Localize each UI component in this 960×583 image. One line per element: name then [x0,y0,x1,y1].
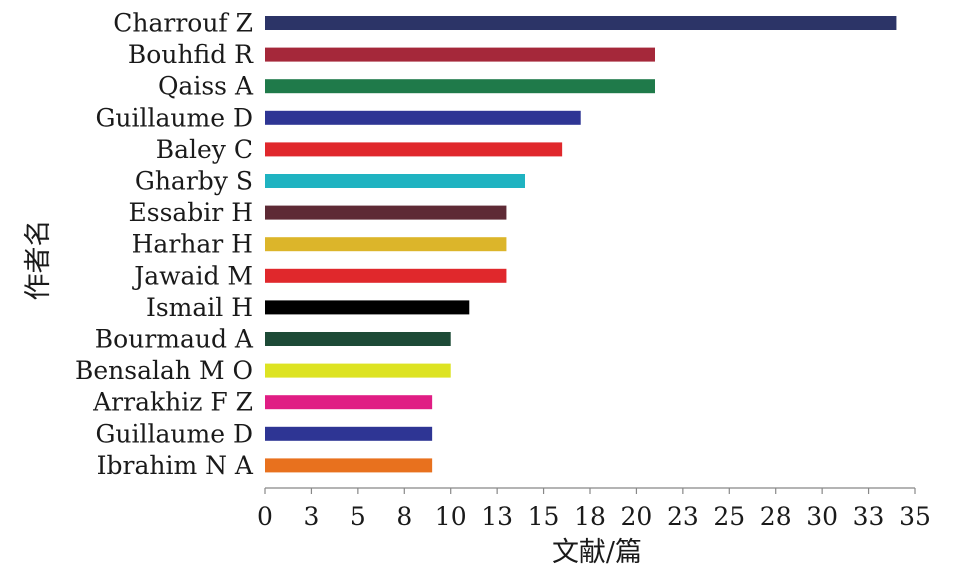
x-tick-label-2: 5 [350,502,366,531]
x-tick-label-6: 15 [528,502,560,531]
bar-2 [265,79,655,94]
bar-11 [265,363,451,378]
x-tick-label-9: 23 [667,502,699,531]
category-label-6: Essabir H [128,198,253,227]
bar-3 [265,110,581,125]
bar-8 [265,268,507,283]
x-tick-label-5: 13 [481,502,513,531]
category-label-9: Ismail H [146,293,253,322]
bar-5 [265,174,525,188]
x-tick-label-4: 10 [435,502,467,531]
x-tick-label-13: 33 [853,502,885,531]
x-tick-label-12: 30 [806,502,838,531]
bar-1 [265,47,655,62]
category-label-8: Jawaid M [131,261,253,290]
category-label-5: Gharby S [135,167,253,196]
x-tick-label-8: 20 [621,502,653,531]
x-tick-label-0: 0 [257,502,273,531]
bar-9 [265,300,470,315]
bars-group [265,16,897,473]
x-axis-title: 文献/篇 [552,537,642,568]
category-label-4: Baley C [156,135,253,164]
bar-13 [265,426,433,441]
bar-12 [265,395,433,410]
bar-10 [265,332,451,346]
category-label-2: Qaiss A [158,72,254,101]
bar-7 [265,237,507,252]
x-tick-label-7: 18 [574,502,606,531]
bar-0 [265,16,897,30]
category-label-12: Arrakhiz F Z [92,388,253,417]
category-label-7: Harhar H [132,230,253,259]
category-label-11: Bensalah M O [75,356,253,385]
category-label-14: Ibrahim N A [97,451,254,480]
x-tick-label-1: 3 [303,502,319,531]
bar-6 [265,205,507,220]
y-axis-title: 作者名 [23,220,54,301]
category-label-3: Guillaume D [95,103,253,132]
x-tick-label-10: 25 [713,502,745,531]
bar-14 [265,458,433,473]
x-tick-label-14: 35 [899,502,931,531]
category-label-0: Charrouf Z [113,9,253,38]
x-axis-ticks: 0 3 5 8 10 13 15 18 20 23 25 28 30 33 35 [257,488,931,531]
category-label-10: Bourmaud A [95,325,254,354]
bar-4 [265,142,563,157]
x-tick-label-3: 8 [396,502,412,531]
category-label-13: Guillaume D [95,419,253,448]
category-label-1: Bouhfid R [128,40,254,69]
x-tick-label-11: 28 [760,502,792,531]
